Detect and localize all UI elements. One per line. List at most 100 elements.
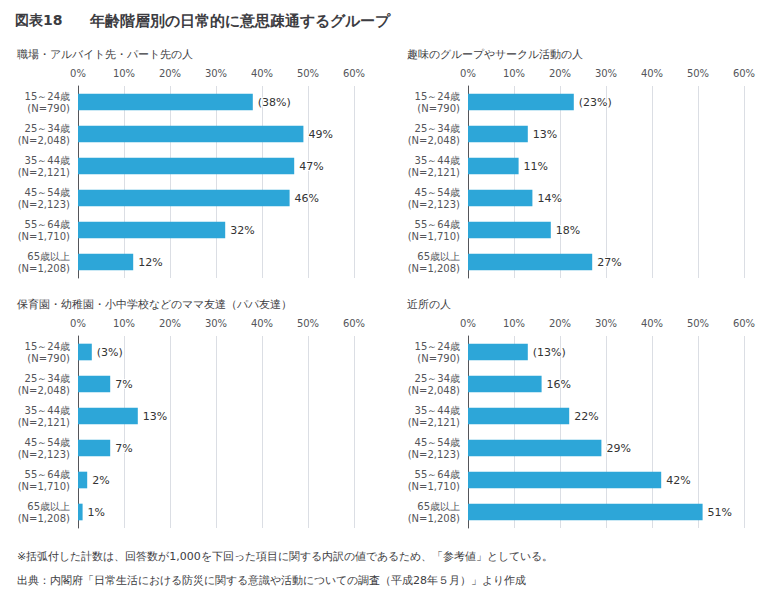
svg-text:50%: 50%: [297, 68, 319, 79]
svg-text:20%: 20%: [159, 68, 181, 79]
svg-text:(N=2,121): (N=2,121): [18, 417, 70, 428]
svg-text:(N=2,048): (N=2,048): [408, 385, 460, 396]
svg-text:60%: 60%: [343, 318, 365, 329]
svg-text:50%: 50%: [297, 318, 319, 329]
svg-text:30%: 30%: [595, 318, 617, 329]
svg-text:65歳以上: 65歳以上: [27, 251, 70, 262]
svg-text:保育園・幼稚園・小中学校などのママ友達（パパ友達）: 保育園・幼稚園・小中学校などのママ友達（パパ友達）: [17, 298, 292, 311]
svg-text:15～24歳: 15～24歳: [415, 341, 460, 352]
svg-text:25～34歳: 25～34歳: [25, 123, 70, 134]
svg-text:35～44歳: 35～44歳: [415, 405, 460, 416]
svg-text:(N=1,710): (N=1,710): [18, 231, 70, 242]
svg-text:14%: 14%: [537, 192, 561, 205]
svg-text:(N=2,123): (N=2,123): [408, 199, 460, 210]
svg-text:(N=1,710): (N=1,710): [18, 481, 70, 492]
svg-text:50%: 50%: [687, 68, 709, 79]
svg-text:18%: 18%: [556, 224, 580, 237]
svg-text:25～34歳: 25～34歳: [415, 123, 460, 134]
svg-text:12%: 12%: [138, 256, 162, 269]
svg-text:職場・アルバイト先・パート先の人: 職場・アルバイト先・パート先の人: [17, 48, 193, 61]
svg-text:(3%): (3%): [97, 346, 123, 359]
svg-text:0%: 0%: [460, 68, 476, 79]
svg-text:45～54歳: 45～54歳: [415, 187, 460, 198]
svg-text:11%: 11%: [524, 160, 548, 173]
svg-text:42%: 42%: [666, 474, 690, 487]
svg-text:(N=2,121): (N=2,121): [408, 167, 460, 178]
svg-text:40%: 40%: [641, 68, 663, 79]
svg-text:7%: 7%: [115, 442, 132, 455]
svg-text:55～64歳: 55～64歳: [25, 469, 70, 480]
svg-text:65歳以上: 65歳以上: [27, 501, 70, 512]
svg-text:7%: 7%: [115, 378, 132, 391]
svg-text:(N=2,048): (N=2,048): [18, 135, 70, 146]
svg-text:0%: 0%: [460, 318, 476, 329]
svg-text:60%: 60%: [733, 68, 755, 79]
svg-text:45～54歳: 45～54歳: [415, 437, 460, 448]
svg-text:55～64歳: 55～64歳: [415, 219, 460, 230]
svg-text:40%: 40%: [251, 68, 273, 79]
svg-text:15～24歳: 15～24歳: [25, 91, 70, 102]
svg-text:10%: 10%: [503, 68, 525, 79]
svg-text:20%: 20%: [549, 318, 571, 329]
svg-text:(N=790): (N=790): [27, 103, 70, 114]
svg-text:49%: 49%: [308, 128, 332, 141]
svg-text:(N=1,208): (N=1,208): [18, 263, 70, 274]
svg-text:(N=1,710): (N=1,710): [408, 231, 460, 242]
svg-text:(N=790): (N=790): [27, 353, 70, 364]
svg-text:(N=790): (N=790): [417, 103, 460, 114]
svg-text:1%: 1%: [88, 506, 105, 519]
svg-text:65歳以上: 65歳以上: [417, 251, 460, 262]
svg-text:(N=1,208): (N=1,208): [18, 513, 70, 524]
svg-text:16%: 16%: [547, 378, 571, 391]
svg-text:(N=1,208): (N=1,208): [408, 513, 460, 524]
svg-text:(N=2,123): (N=2,123): [18, 449, 70, 460]
svg-text:30%: 30%: [595, 68, 617, 79]
svg-text:(N=790): (N=790): [417, 353, 460, 364]
svg-text:60%: 60%: [343, 68, 365, 79]
svg-text:10%: 10%: [113, 318, 135, 329]
svg-text:60%: 60%: [733, 318, 755, 329]
svg-text:(N=1,710): (N=1,710): [408, 481, 460, 492]
svg-text:(N=2,121): (N=2,121): [408, 417, 460, 428]
svg-text:35～44歳: 35～44歳: [415, 155, 460, 166]
svg-text:年齢階層別の日常的に意思疎通するグループ: 年齢階層別の日常的に意思疎通するグループ: [89, 12, 391, 30]
svg-text:25～34歳: 25～34歳: [25, 373, 70, 384]
svg-text:13%: 13%: [143, 410, 167, 423]
svg-text:15～24歳: 15～24歳: [25, 341, 70, 352]
svg-text:出典：内閣府「日常生活における防災に関する意識や活動について: 出典：内閣府「日常生活における防災に関する意識や活動についての調査（平成28年５…: [17, 574, 526, 587]
svg-text:55～64歳: 55～64歳: [25, 219, 70, 230]
svg-text:20%: 20%: [549, 68, 571, 79]
svg-text:46%: 46%: [295, 192, 319, 205]
svg-text:65歳以上: 65歳以上: [417, 501, 460, 512]
svg-text:47%: 47%: [299, 160, 323, 173]
svg-text:22%: 22%: [574, 410, 598, 423]
svg-text:51%: 51%: [708, 506, 732, 519]
svg-text:(N=2,123): (N=2,123): [408, 449, 460, 460]
svg-text:50%: 50%: [687, 318, 709, 329]
svg-text:13%: 13%: [533, 128, 557, 141]
svg-text:32%: 32%: [230, 224, 254, 237]
svg-text:10%: 10%: [113, 68, 135, 79]
svg-text:27%: 27%: [597, 256, 621, 269]
svg-text:(13%): (13%): [533, 346, 566, 359]
svg-text:55～64歳: 55～64歳: [415, 469, 460, 480]
svg-text:(N=1,208): (N=1,208): [408, 263, 460, 274]
svg-text:(N=2,123): (N=2,123): [18, 199, 70, 210]
svg-text:35～44歳: 35～44歳: [25, 155, 70, 166]
svg-text:0%: 0%: [70, 318, 86, 329]
svg-text:(38%): (38%): [258, 96, 291, 109]
svg-text:※括弧付した計数は、回答数が1,000を下回った項目に関する: ※括弧付した計数は、回答数が1,000を下回った項目に関する内訳の値であるため、…: [17, 550, 553, 563]
svg-text:40%: 40%: [641, 318, 663, 329]
svg-text:0%: 0%: [70, 68, 86, 79]
svg-text:(N=2,048): (N=2,048): [408, 135, 460, 146]
svg-text:2%: 2%: [92, 474, 109, 487]
svg-text:図表18: 図表18: [15, 12, 62, 28]
svg-text:30%: 30%: [205, 68, 227, 79]
svg-text:25～34歳: 25～34歳: [415, 373, 460, 384]
svg-text:35～44歳: 35～44歳: [25, 405, 70, 416]
svg-text:(23%): (23%): [579, 96, 612, 109]
svg-text:30%: 30%: [205, 318, 227, 329]
svg-text:40%: 40%: [251, 318, 273, 329]
svg-text:45～54歳: 45～54歳: [25, 187, 70, 198]
svg-text:29%: 29%: [606, 442, 630, 455]
